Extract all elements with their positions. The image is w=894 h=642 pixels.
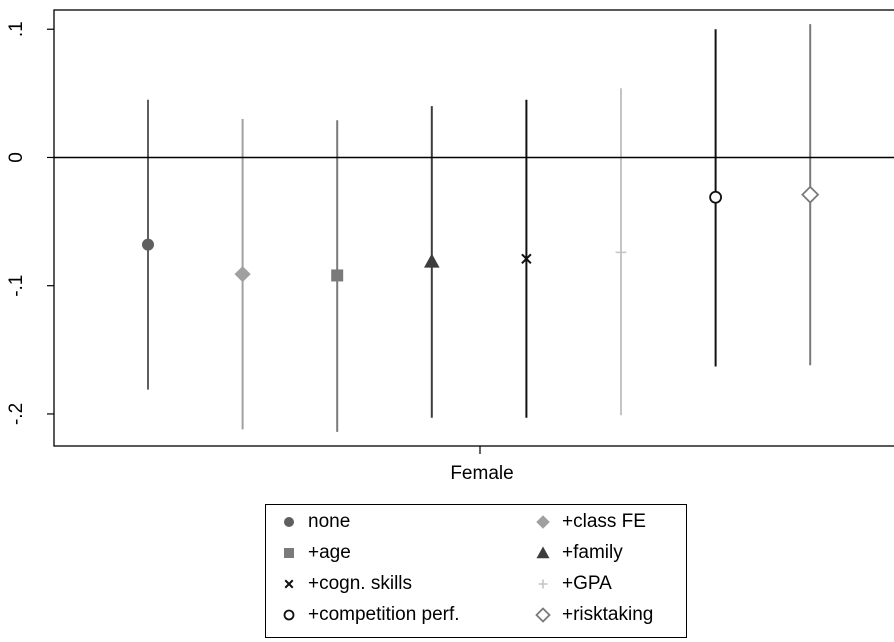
legend-item: none <box>280 509 350 535</box>
point-estimate <box>234 266 251 283</box>
legend-marker <box>538 579 548 589</box>
legend-item: +cogn. skills <box>280 571 412 597</box>
legend-label: +risktaking <box>562 604 654 625</box>
y-tick-label: .1 <box>6 21 27 37</box>
legend-marker <box>284 579 294 589</box>
legend-marker <box>535 607 551 623</box>
legend-marker <box>284 548 294 558</box>
point-estimate <box>142 238 154 251</box>
legend-label: +family <box>562 542 623 563</box>
legend-marker <box>284 517 294 527</box>
legend-marker-icon <box>538 579 548 589</box>
legend-item: +risktaking <box>534 602 653 628</box>
legend-marker-icon <box>535 607 551 623</box>
legend-item: +age <box>280 540 351 566</box>
point-estimate <box>801 185 820 204</box>
legend-marker-icon <box>536 515 550 529</box>
legend-label: none <box>308 511 351 532</box>
legend-marker-icon <box>284 517 294 527</box>
point-estimate <box>424 253 440 268</box>
legend-label: +cogn. skills <box>308 573 413 594</box>
legend-label: +competition perf. <box>308 604 460 625</box>
legend-marker-icon <box>283 609 295 621</box>
point-estimate <box>521 253 532 264</box>
legend-item: +GPA <box>534 571 612 597</box>
point-estimate <box>709 190 722 204</box>
y-tick-label: -.1 <box>6 275 27 297</box>
legend-label: +age <box>308 542 351 563</box>
legend-label: +GPA <box>562 573 612 594</box>
legend-item: +class FE <box>534 509 646 535</box>
legend: none +class FE +age +family +cogn. skills +GP… <box>265 504 687 638</box>
y-tick-label: 0 <box>6 152 27 163</box>
legend-label: +class FE <box>562 511 646 532</box>
x-axis-label: Female <box>450 463 513 484</box>
legend-marker-icon <box>284 548 294 558</box>
point-estimate <box>331 269 344 282</box>
legend-marker <box>283 609 295 621</box>
legend-item: +competition perf. <box>280 602 460 628</box>
legend-item: +family <box>534 540 623 566</box>
legend-marker-icon <box>284 579 294 589</box>
point-estimate <box>615 246 627 258</box>
legend-marker <box>536 515 550 529</box>
plot-area-frame <box>53 9 894 447</box>
legend-marker-icon <box>536 546 550 559</box>
y-tick-label: -.2 <box>6 403 27 425</box>
legend-marker <box>536 546 550 559</box>
